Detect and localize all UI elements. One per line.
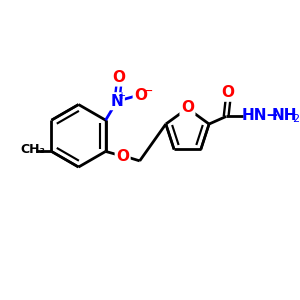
Text: O: O <box>221 85 235 100</box>
Text: −: − <box>143 85 154 98</box>
Text: NH: NH <box>272 108 298 123</box>
Text: O: O <box>116 149 129 164</box>
Text: O: O <box>181 100 194 115</box>
Text: −: − <box>265 108 278 123</box>
Text: 2: 2 <box>292 114 299 124</box>
Text: O: O <box>134 88 147 103</box>
Text: N: N <box>111 94 123 109</box>
Text: O: O <box>112 70 125 85</box>
Text: CH₃: CH₃ <box>20 143 45 156</box>
Text: +: + <box>117 91 125 100</box>
Text: HN: HN <box>242 108 267 123</box>
